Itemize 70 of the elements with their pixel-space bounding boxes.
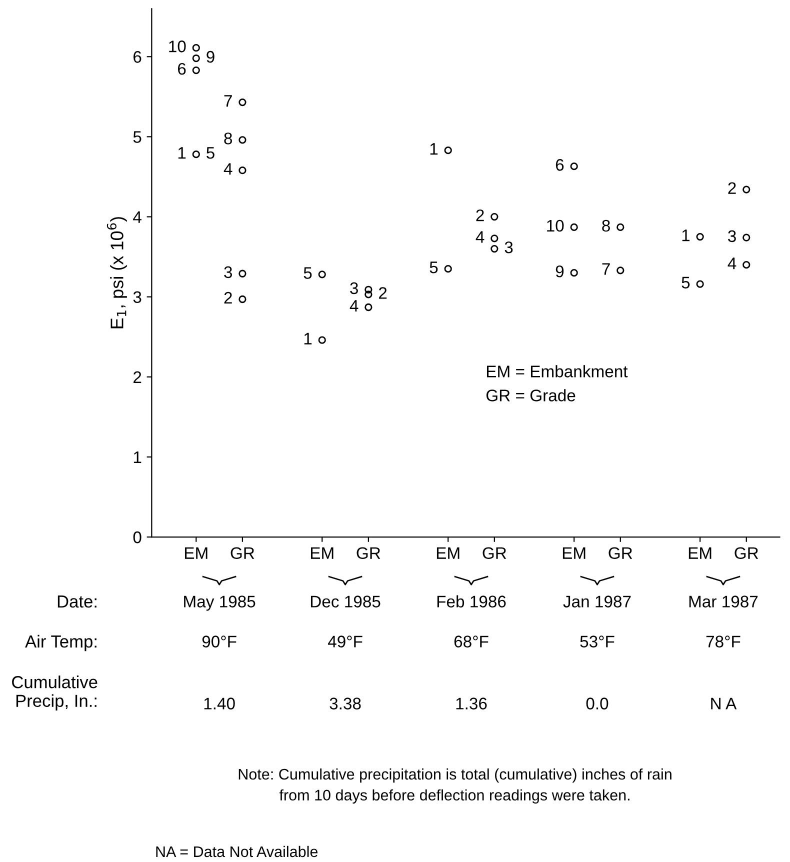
text: Note: Cumulative precipitation is total (cumulative) inches of rain from 10 days before deflection readings were taken. (238, 768, 672, 804)
text: 3 (224, 266, 232, 278)
series-label: 4 (728, 258, 736, 270)
x-tick-label: GR (734, 547, 758, 559)
text: 6 (178, 62, 186, 75)
text: 5 (682, 276, 690, 289)
text: 78°F (706, 636, 740, 648)
text: 0.0 (586, 698, 608, 710)
x-tick-label: GR (230, 547, 254, 559)
text: 1 (682, 230, 690, 242)
text: NA = Data Not Available (156, 846, 318, 858)
text: Date: (58, 596, 96, 608)
text: 3 (350, 282, 358, 294)
text: 1 (430, 143, 438, 155)
x-tick-label: EM (688, 547, 712, 559)
text: 9 (556, 265, 564, 278)
series-label: 3 (504, 241, 513, 254)
x-tick-label: EM (310, 547, 334, 559)
series-label: 1 (178, 147, 186, 159)
text: 8 (224, 132, 232, 144)
x-tick-label: EM (562, 547, 586, 559)
text: 4 (476, 231, 484, 243)
text: Dec 1985 (310, 596, 380, 608)
series-label: 7 (602, 263, 610, 275)
text: 4 (224, 163, 232, 175)
series-label: 2 (728, 182, 736, 194)
text: 2 (379, 287, 387, 299)
text: Jan 1987 (563, 596, 631, 608)
series-label: 5 (304, 267, 312, 279)
text: 7 (224, 95, 232, 107)
x-tick-label: GR (482, 547, 506, 559)
y-tick-label: 5 (133, 131, 142, 143)
annotation: GR = Grade (486, 389, 576, 402)
x-tick-label: EM (185, 547, 208, 559)
text: Air Temp: (25, 634, 96, 652)
y-tick-label: 3 (133, 291, 142, 304)
text: 1.36 (456, 698, 487, 710)
text: 2 (224, 292, 232, 304)
text: May 1985 (184, 596, 256, 611)
y-tick-label: 4 (133, 211, 142, 223)
text: 49°F (328, 636, 362, 648)
annotation: EM = Embankment (486, 365, 628, 378)
text: 68°F (454, 636, 488, 648)
text: N A (711, 698, 737, 710)
text: 5 (430, 262, 438, 274)
y-tick-label: 2 (134, 371, 142, 383)
series-label: 10 (547, 220, 564, 232)
text: 53°F (580, 636, 614, 648)
y-tick-label: 0 (133, 531, 142, 544)
text: Mar 1987 (689, 596, 758, 608)
text: 3.38 (330, 698, 361, 710)
x-tick-label: EM (436, 547, 460, 559)
y-tick-label: 6 (134, 51, 142, 63)
y-axis-title: E$_{1}$, psi (x 10$^{6}$) (106, 217, 127, 328)
y-tick-label: 1 (134, 452, 142, 464)
text: 10 (169, 40, 186, 52)
text: 1.40 (204, 698, 235, 710)
text: Cumulative Precip, In.: (12, 676, 98, 710)
text: 90°F (202, 636, 236, 648)
text: Feb 1986 (437, 595, 506, 608)
text: 2 (476, 209, 484, 222)
series-label: 6 (556, 159, 564, 171)
annotation: 5 (206, 147, 214, 159)
text: 3 (728, 230, 736, 242)
text: 4 (350, 300, 358, 312)
series-label: 9 (206, 50, 214, 63)
x-tick-label: GR (608, 547, 632, 559)
series-label: 8 (602, 220, 610, 232)
x-tick-label: GR (356, 547, 380, 559)
text: 1 (304, 332, 312, 344)
